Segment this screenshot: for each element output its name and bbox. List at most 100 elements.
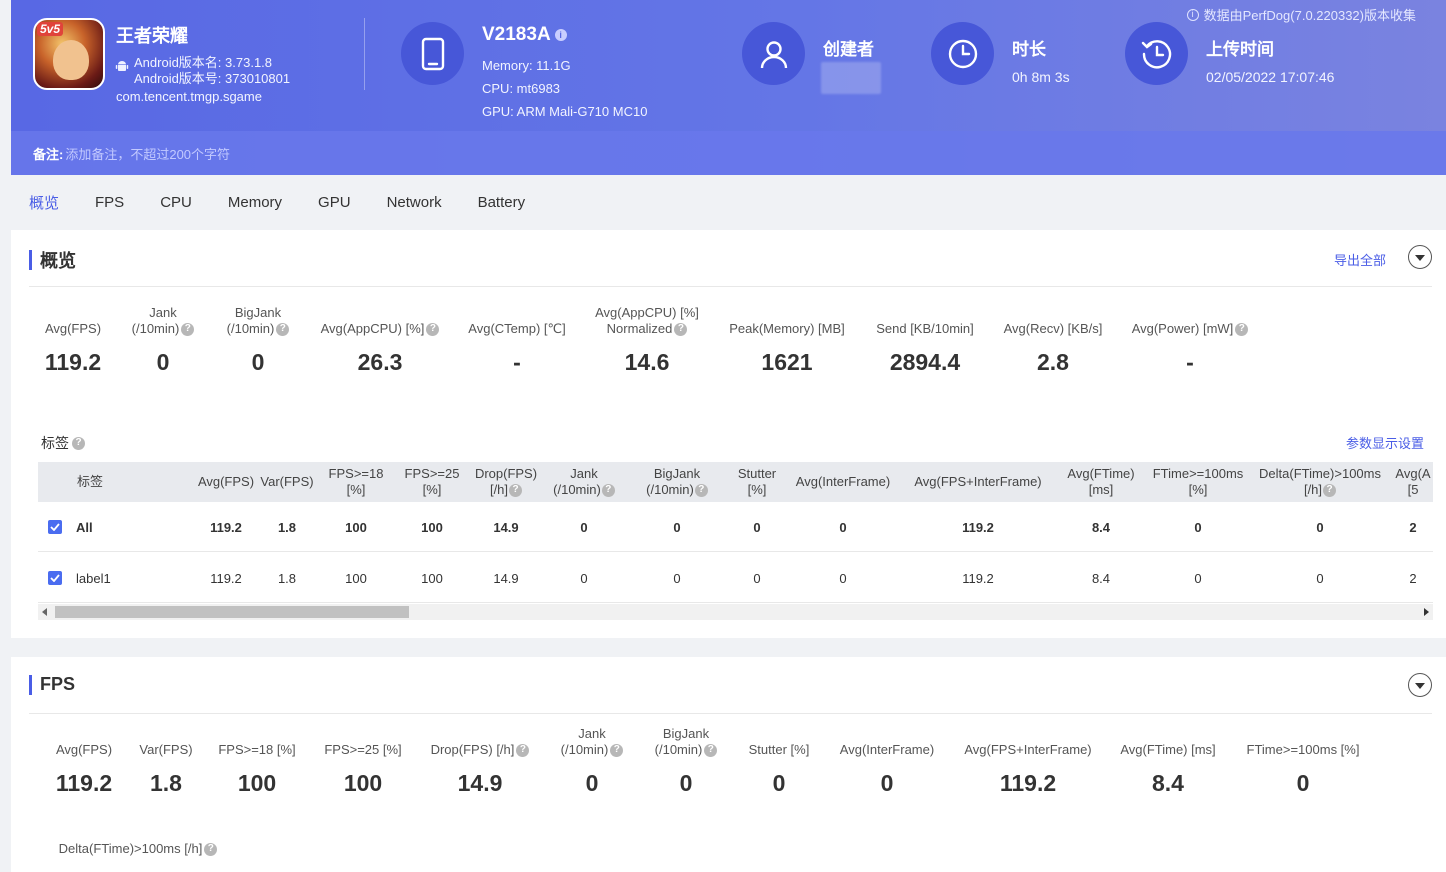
metric-label-text: Avg(AppCPU) [%] <box>595 305 699 320</box>
help-icon[interactable]: ? <box>1323 483 1337 497</box>
column-header: Drop(FPS) [/h]? <box>446 462 566 502</box>
table-cell: 14.9 <box>493 519 519 535</box>
remark-bar[interactable]: 备注: 添加备注，不超过200个字符 <box>11 131 1446 175</box>
phone-icon <box>401 22 464 85</box>
metric-label: Avg(FPS) <box>0 305 163 337</box>
column-header-text: Var(FPS) <box>260 474 314 489</box>
metric: Avg(Recv) [KB/s] 2.8 <box>963 305 1143 376</box>
help-icon[interactable]: ? <box>426 322 440 336</box>
row-checkbox[interactable] <box>48 571 62 585</box>
chevron-down-icon <box>1415 683 1425 689</box>
metric: FPS>=18 [%] 100 <box>167 726 347 797</box>
table-row[interactable]: label1 119.2 1.8 100 100 14.9 0 0 0 0 119.2 8.4 0 0 2 <box>38 553 1433 603</box>
help-icon[interactable]: ? <box>276 322 290 336</box>
title-accent-bar <box>29 674 32 695</box>
table-cell: 0 <box>580 570 588 586</box>
metric: Avg(Power) [mW]? - <box>1100 305 1280 376</box>
column-header: 标签 <box>60 462 120 502</box>
section-tabs: 概览 FPS CPU Memory GPU Network Battery <box>11 176 1446 228</box>
remark-label: 备注: <box>33 146 64 162</box>
tab-gpu[interactable]: GPU <box>318 193 351 211</box>
column-header-line: FTime>=100ms <box>1153 466 1244 482</box>
metric-value: - <box>1186 349 1194 375</box>
metric-label: Avg(AppCPU) [%] Normalized? <box>557 305 737 337</box>
help-icon[interactable]: ? <box>694 483 708 497</box>
fps-divider <box>29 713 1432 714</box>
export-all-link[interactable]: 导出全部 <box>1333 253 1386 268</box>
metric-label-line: Avg(Power) [mW]? <box>1132 321 1249 337</box>
tab-memory[interactable]: Memory <box>227 193 283 211</box>
help-icon[interactable]: ? <box>1235 322 1249 336</box>
duration-value: 0h 8m 3s <box>1012 69 1070 85</box>
scroll-left-arrow[interactable] <box>42 608 47 616</box>
metric-label-text: FTime>=100ms [%] <box>1246 742 1360 757</box>
metric-label-text: Avg(CTemp) [℃] <box>468 321 566 336</box>
help-icon[interactable]: ? <box>516 743 530 757</box>
scroll-right-arrow[interactable] <box>1424 608 1429 616</box>
tab-fps[interactable]: FPS <box>95 193 125 211</box>
column-header-text: [/h] <box>1303 482 1323 497</box>
metric-label-line: Jank <box>578 726 605 742</box>
row-checkbox[interactable] <box>48 520 62 534</box>
help-icon[interactable]: ? <box>610 743 624 757</box>
metric-label-line: Normalized? <box>607 321 688 337</box>
metric-label: Avg(FPS+InterFrame) <box>938 726 1118 758</box>
overview-divider <box>29 286 1432 287</box>
column-header-line: [/h]? <box>1303 482 1337 498</box>
table-cell: 100 <box>345 570 367 586</box>
column-header-line: [%] <box>347 482 366 498</box>
column-header: FPS>=18 [%] <box>296 462 416 502</box>
help-icon[interactable]: ? <box>204 842 218 856</box>
metric-label-text: Normalized <box>606 321 673 336</box>
android-icon <box>115 61 129 71</box>
tab-cpu[interactable]: CPU <box>160 193 192 211</box>
column-header-line: [%] <box>423 482 442 498</box>
tab-battery[interactable]: Battery <box>477 193 526 211</box>
help-icon[interactable]: ? <box>674 322 688 336</box>
column-header-text: (/10min) <box>553 482 601 497</box>
fps-collapse-button[interactable] <box>1408 673 1432 697</box>
table-horizontal-scrollbar[interactable] <box>38 604 1433 620</box>
metric: Avg(FPS) 119.2 <box>0 726 174 797</box>
remark-input[interactable]: 添加备注，不超过200个字符 <box>65 146 231 162</box>
tab-network[interactable]: Network <box>386 193 442 211</box>
column-header-line: [%] <box>748 482 767 498</box>
overview-collapse-button[interactable] <box>1408 245 1432 269</box>
metric-label-text: (/10min) <box>560 742 609 757</box>
help-icon[interactable]: ? <box>509 483 523 497</box>
column-header-text: Avg(FTime) <box>1067 466 1135 481</box>
table-cell: 1.8 <box>277 519 297 535</box>
metric-label-line: Avg(FPS) <box>56 742 112 758</box>
table-row[interactable]: All 119.2 1.8 100 100 14.9 0 0 0 0 119.2 8.4 0 0 2 <box>38 502 1433 552</box>
column-header-line: BigJank <box>654 466 700 482</box>
column-header-line: Avg(FPS+InterFrame) <box>914 474 1041 490</box>
metric: Avg(FPS+InterFrame) 119.2 <box>938 726 1118 797</box>
metric-label-line: Delta(FTime)>100ms [/h]? <box>59 841 218 857</box>
app-version-name: Android版本名: 3.73.1.8 <box>134 55 273 70</box>
metric-label-line: Var(FPS) <box>139 742 192 758</box>
metric-label: Delta(FTime)>100ms [/h]? <box>48 825 228 857</box>
metric-label-text: Jank <box>578 726 606 741</box>
table-cell: 0 <box>673 570 681 586</box>
help-icon[interactable]: ? <box>72 436 85 450</box>
column-header-text: Avg(FPS+InterFrame) <box>914 474 1042 489</box>
metric-label-line: Avg(AppCPU) [%] <box>595 305 699 321</box>
param-settings-link[interactable]: 参数显示设置 <box>1345 436 1424 451</box>
app-package: com.tencent.tmgp.sgame <box>116 89 262 104</box>
help-icon[interactable]: ? <box>601 483 615 497</box>
column-header-text: FPS>=18 <box>328 466 384 481</box>
metric-label: FPS>=25 [%] <box>273 726 453 758</box>
scroll-thumb[interactable] <box>55 606 409 618</box>
table-cell: 0 <box>673 519 681 535</box>
column-header-line: Jank <box>570 466 597 482</box>
help-icon[interactable]: ? <box>181 322 195 336</box>
help-icon[interactable]: ? <box>704 743 718 757</box>
metric: Drop(FPS) [/h]? 14.9 <box>390 726 570 797</box>
table-cell: 100 <box>345 519 367 535</box>
metric-label-line: Peak(Memory) [MB] <box>729 321 845 337</box>
metric-label-text: Peak(Memory) [MB] <box>729 321 845 336</box>
metric: FPS>=25 [%] 100 <box>273 726 453 797</box>
device-info-icon[interactable]: i <box>554 29 567 41</box>
metric-label-text: Drop(FPS) [/h] <box>430 742 515 757</box>
tab-overview[interactable]: 概览 <box>29 194 60 212</box>
